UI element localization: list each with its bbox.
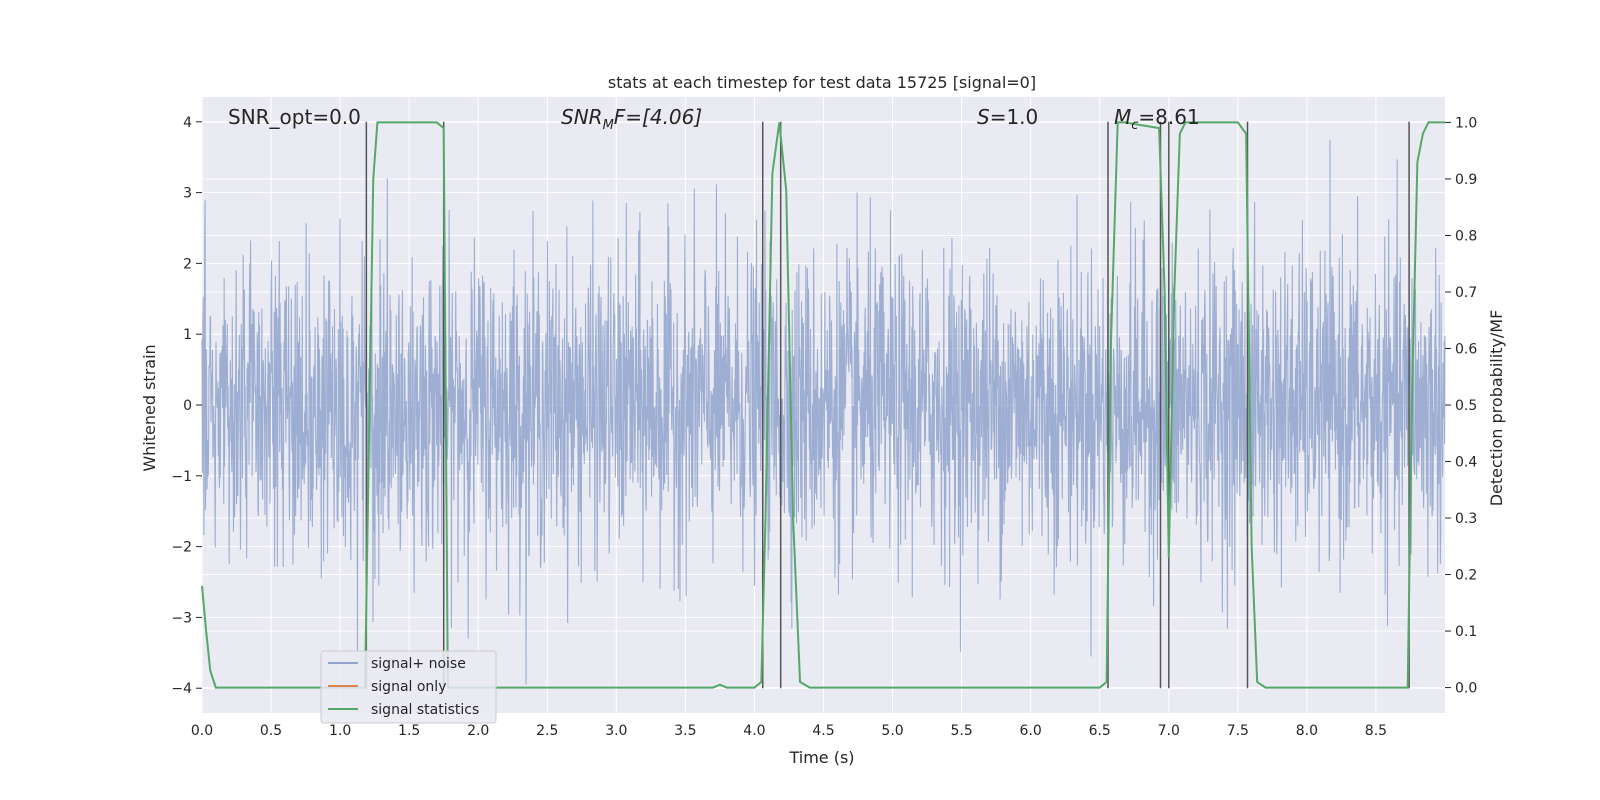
signal-noise-line <box>201 140 1446 685</box>
x-tick-label: 4.0 <box>743 723 765 739</box>
x-tick-label: 7.5 <box>1227 723 1249 739</box>
x-axis-label: Time (s) <box>788 748 854 767</box>
y2-tick-label: 0.5 <box>1455 398 1477 414</box>
annotation-snr-opt: SNR_opt=0.0 <box>228 105 361 129</box>
x-tick-label: 1.0 <box>329 723 351 739</box>
y2-tick-label: 0.2 <box>1455 568 1477 584</box>
x-tick-label: 0.0 <box>191 723 213 739</box>
y2-tick-labels: 0.0 0.1 0.2 0.3 0.4 0.5 0.6 0.7 0.8 0.9 1.0 <box>1445 115 1477 697</box>
legend-label-signal: signal only <box>371 679 446 695</box>
y2-tick-label: 0.0 <box>1455 681 1477 697</box>
x-tick-label: 0.5 <box>260 723 282 739</box>
legend-box <box>320 650 497 724</box>
y2-tick-label: 0.6 <box>1455 341 1477 357</box>
y-tick-label: −2 <box>171 540 192 556</box>
x-tick-label: 5.0 <box>881 723 903 739</box>
x-tick-label: 3.5 <box>674 723 696 739</box>
y2-tick-label: 0.1 <box>1455 624 1477 640</box>
y2-tick-label: 0.3 <box>1455 511 1477 527</box>
x-tick-label: 2.0 <box>467 723 489 739</box>
y2-tick-label: 0.9 <box>1455 172 1477 188</box>
signal-statistics-line <box>201 121 1445 689</box>
y-tick-label: 4 <box>183 115 192 131</box>
y2-tick-label: 1.0 <box>1455 115 1477 131</box>
x-tick-label: 5.5 <box>950 723 972 739</box>
x-tick-label: 2.5 <box>536 723 558 739</box>
x-tick-label: 8.0 <box>1296 723 1318 739</box>
x-tick-label: 1.5 <box>398 723 420 739</box>
y-tick-label: 3 <box>183 186 192 202</box>
y-tick-label: −3 <box>171 610 192 626</box>
y-axis-label: Whitened strain <box>140 344 159 471</box>
y-tick-label: 0 <box>183 398 192 414</box>
legend: signal+ noise signal only signal statist… <box>320 650 497 724</box>
x-tick-label: 6.5 <box>1089 723 1111 739</box>
y2-tick-label: 0.4 <box>1455 455 1477 471</box>
x-tick-label: 6.0 <box>1020 723 1042 739</box>
y-tick-label: 1 <box>183 327 192 343</box>
x-tick-label: 4.5 <box>812 723 834 739</box>
y2-axis-label: Detection probability/MF <box>1487 310 1506 507</box>
signal-statistics-series <box>201 121 1445 689</box>
y2-tick-label: 0.7 <box>1455 285 1477 301</box>
annotation-mc: Mc=8.61 <box>1114 105 1200 133</box>
annotation-s: S=1.0 <box>977 105 1038 129</box>
x-tick-label: 8.5 <box>1365 723 1387 739</box>
legend-label-stats: signal statistics <box>371 702 479 718</box>
chart-title: stats at each timestep for test data 157… <box>608 73 1036 92</box>
y-tick-label: −1 <box>171 469 192 485</box>
legend-label-noise: signal+ noise <box>371 656 466 672</box>
signal-noise-series <box>201 140 1446 685</box>
y-tick-labels: −4 −3 −2 −1 0 1 2 3 4 <box>171 115 202 697</box>
y-tick-label: −4 <box>171 681 192 697</box>
y-tick-label: 2 <box>183 256 192 272</box>
y2-tick-label: 0.8 <box>1455 228 1477 244</box>
x-tick-labels: 0.0 0.5 1.0 1.5 2.0 2.5 3.0 3.5 4.0 4.5 5.0 5.5 6.0 6… <box>191 723 1387 739</box>
x-tick-label: 3.0 <box>605 723 627 739</box>
x-tick-label: 7.0 <box>1158 723 1180 739</box>
annotation-snr-mf: SNRMF=[4.06] <box>561 105 702 133</box>
